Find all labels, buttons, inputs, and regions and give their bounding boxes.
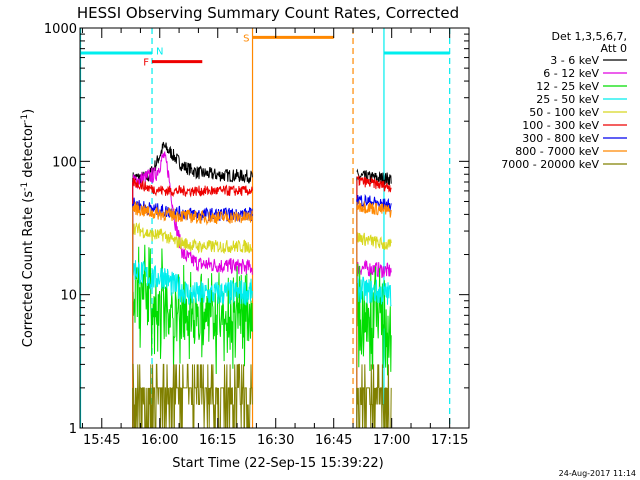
legend-entry-label: 800 - 7000 keV (515, 145, 599, 158)
series-line (132, 244, 253, 375)
x-tick-label: 17:15 (431, 433, 468, 448)
x-tick-label: 16:45 (315, 433, 352, 448)
legend-entry-label: 3 - 6 keV (550, 54, 599, 67)
legend-header-line: Att 0 (601, 42, 627, 55)
y-tick-label: 1000 (44, 22, 77, 37)
x-tick-label: 15:45 (83, 433, 120, 448)
legend-entry-label: 100 - 300 keV (522, 119, 599, 132)
legend-entry-label: 50 - 100 keV (529, 106, 599, 119)
legend-entry-label: 12 - 25 keV (536, 80, 599, 93)
plot-frame (79, 27, 470, 429)
flag-label: F (143, 58, 149, 69)
series-line (132, 201, 253, 226)
x-tick-label: 16:00 (141, 433, 178, 448)
y-axis-label-sup: -1 (20, 182, 30, 191)
y-axis-label: Corrected Count Rate (s-1 detector-1) (20, 109, 36, 347)
series-line (132, 363, 253, 428)
y-tick-label: 1 (69, 422, 77, 437)
y-axis-label-close: ) (21, 109, 36, 114)
y-axis-label-main: Corrected Count Rate (s (21, 191, 36, 348)
series-line (356, 276, 392, 307)
series-line (132, 197, 253, 223)
x-axis-label: Start Time (22-Sep-15 15:39:22) (172, 456, 383, 471)
series-line (356, 232, 392, 250)
y-axis-label-tail: detector (21, 122, 36, 182)
y-tick-label: 10 (60, 289, 77, 304)
legend-entry-label: 6 - 12 keV (543, 67, 599, 80)
legend-entry-label: 7000 - 20000 keV (501, 158, 599, 171)
series-line (132, 222, 253, 255)
series-7000-20000-keV (132, 363, 392, 428)
y-tick-label: 100 (52, 155, 77, 170)
series-line (132, 177, 253, 198)
legend-entry-label: 300 - 800 keV (522, 132, 599, 145)
y-axis-label-sup2: -1 (20, 114, 30, 123)
series-line (132, 151, 253, 275)
series-line (132, 258, 253, 306)
x-tick-label: 16:15 (199, 433, 236, 448)
footer-timestamp: 24-Aug-2017 11:14 (559, 469, 636, 478)
x-tick-label: 16:30 (257, 433, 294, 448)
flag-label: N (156, 46, 163, 57)
series-line (356, 200, 392, 218)
series-line (356, 175, 392, 193)
flag-label: S (243, 33, 249, 44)
x-tick-label: 17:00 (373, 433, 410, 448)
series-line (356, 259, 392, 279)
legend-header-line: Det 1,3,5,6,7, (551, 30, 627, 43)
series-line (356, 364, 392, 428)
series-line (356, 168, 392, 186)
legend-entry-label: 25 - 50 keV (536, 93, 599, 106)
series-line (356, 263, 392, 376)
chart-title: HESSI Observing Summary Count Rates, Cor… (77, 4, 459, 22)
